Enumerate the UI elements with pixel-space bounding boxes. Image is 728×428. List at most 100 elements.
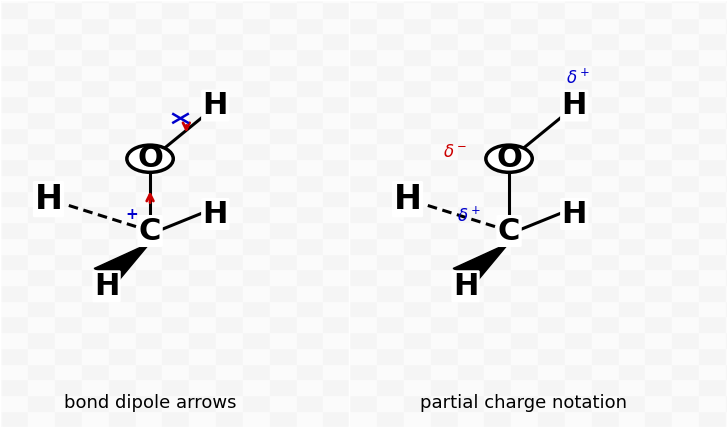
Bar bbox=[619, 159, 646, 175]
Bar bbox=[404, 143, 431, 159]
Bar bbox=[350, 143, 377, 159]
Bar bbox=[431, 364, 458, 379]
Bar bbox=[108, 0, 135, 2]
Bar bbox=[538, 175, 565, 190]
Bar bbox=[672, 222, 699, 238]
Bar bbox=[619, 143, 646, 159]
Bar bbox=[592, 190, 619, 206]
Text: H: H bbox=[202, 199, 228, 229]
Bar bbox=[55, 238, 82, 253]
Bar bbox=[565, 411, 592, 427]
Bar bbox=[1, 128, 28, 143]
Bar bbox=[189, 379, 216, 395]
Bar bbox=[1, 1, 349, 427]
Bar bbox=[565, 364, 592, 379]
Bar bbox=[484, 395, 511, 411]
Bar bbox=[484, 285, 511, 301]
Bar bbox=[699, 348, 726, 364]
Bar bbox=[323, 2, 350, 18]
Bar bbox=[726, 285, 728, 301]
Bar bbox=[162, 238, 189, 253]
Bar bbox=[108, 332, 135, 348]
Bar bbox=[162, 80, 189, 96]
Bar bbox=[296, 112, 323, 128]
Bar bbox=[699, 2, 726, 18]
Bar bbox=[458, 301, 484, 316]
Bar bbox=[1, 253, 28, 269]
Bar bbox=[646, 2, 672, 18]
Bar bbox=[216, 159, 243, 175]
Bar bbox=[619, 65, 646, 80]
Bar bbox=[243, 0, 269, 2]
Bar bbox=[296, 379, 323, 395]
Bar bbox=[28, 96, 55, 112]
Bar bbox=[1, 364, 28, 379]
Bar bbox=[619, 379, 646, 395]
Bar bbox=[135, 222, 162, 238]
Bar bbox=[592, 112, 619, 128]
Bar bbox=[108, 269, 135, 285]
Bar bbox=[511, 206, 538, 222]
Bar bbox=[323, 395, 350, 411]
Bar bbox=[592, 143, 619, 159]
Bar bbox=[404, 348, 431, 364]
Bar bbox=[592, 206, 619, 222]
Bar bbox=[1, 175, 28, 190]
Text: H: H bbox=[94, 272, 119, 301]
Bar bbox=[269, 112, 296, 128]
Bar bbox=[162, 18, 189, 33]
Bar bbox=[135, 379, 162, 395]
Bar bbox=[162, 2, 189, 18]
Bar bbox=[699, 96, 726, 112]
Bar bbox=[511, 222, 538, 238]
Bar bbox=[431, 316, 458, 332]
Bar bbox=[55, 96, 82, 112]
Bar bbox=[431, 0, 458, 2]
Bar bbox=[162, 96, 189, 112]
Bar bbox=[82, 0, 108, 2]
Bar bbox=[243, 175, 269, 190]
Bar bbox=[538, 379, 565, 395]
Bar bbox=[377, 285, 404, 301]
Bar bbox=[162, 379, 189, 395]
Bar bbox=[484, 33, 511, 49]
Bar bbox=[619, 269, 646, 285]
Bar bbox=[726, 269, 728, 285]
Bar bbox=[538, 269, 565, 285]
Bar bbox=[350, 18, 377, 33]
Bar bbox=[135, 33, 162, 49]
Bar bbox=[323, 269, 350, 285]
Bar bbox=[135, 0, 162, 2]
Bar bbox=[1, 332, 28, 348]
Bar bbox=[699, 80, 726, 96]
Bar bbox=[592, 2, 619, 18]
Bar bbox=[431, 80, 458, 96]
Bar bbox=[296, 269, 323, 285]
Bar bbox=[538, 96, 565, 112]
Text: +: + bbox=[125, 206, 138, 222]
Bar bbox=[55, 143, 82, 159]
Bar bbox=[1, 238, 28, 253]
Bar bbox=[377, 2, 404, 18]
Bar bbox=[28, 285, 55, 301]
Bar bbox=[243, 285, 269, 301]
Bar bbox=[216, 253, 243, 269]
Bar bbox=[55, 364, 82, 379]
Bar bbox=[269, 411, 296, 427]
Bar bbox=[538, 65, 565, 80]
Bar bbox=[323, 411, 350, 427]
Bar bbox=[431, 2, 458, 18]
Bar bbox=[216, 143, 243, 159]
Bar bbox=[565, 33, 592, 49]
Bar bbox=[431, 96, 458, 112]
Bar bbox=[55, 301, 82, 316]
Bar bbox=[646, 143, 672, 159]
Bar bbox=[511, 33, 538, 49]
Bar bbox=[619, 128, 646, 143]
Bar bbox=[699, 190, 726, 206]
Bar bbox=[243, 65, 269, 80]
Bar bbox=[216, 0, 243, 2]
Bar bbox=[592, 348, 619, 364]
Bar bbox=[565, 238, 592, 253]
Bar bbox=[565, 301, 592, 316]
